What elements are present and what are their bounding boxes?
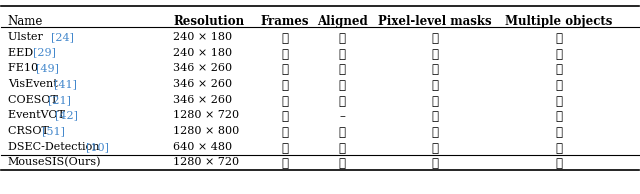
Text: 346 × 260: 346 × 260 <box>173 95 232 105</box>
Text: ✓: ✓ <box>339 95 346 108</box>
Text: ✓: ✓ <box>339 48 346 61</box>
Text: ✗: ✗ <box>339 142 346 155</box>
Text: ✓: ✓ <box>282 142 289 155</box>
Text: [24]: [24] <box>51 32 74 42</box>
Text: Frames: Frames <box>260 15 309 28</box>
Text: 346 × 260: 346 × 260 <box>173 63 232 73</box>
Text: ✓: ✓ <box>339 63 346 76</box>
Text: Resolution: Resolution <box>173 15 244 28</box>
Text: [10]: [10] <box>86 142 109 152</box>
Text: Name: Name <box>8 15 43 28</box>
Text: ✗: ✗ <box>556 48 563 61</box>
Text: EED: EED <box>8 48 36 58</box>
Text: ✗: ✗ <box>431 142 438 155</box>
Text: ✗: ✗ <box>339 126 346 139</box>
Text: CRSOT: CRSOT <box>8 126 52 136</box>
Text: ✓: ✓ <box>556 142 563 155</box>
Text: ✗: ✗ <box>431 79 438 92</box>
Text: ✗: ✗ <box>431 48 438 61</box>
Text: ✗: ✗ <box>556 32 563 45</box>
Text: [41]: [41] <box>54 79 77 89</box>
Text: –: – <box>339 110 345 123</box>
Text: ✓: ✓ <box>339 32 346 45</box>
Text: Aligned: Aligned <box>317 15 367 28</box>
Text: ✗: ✗ <box>431 110 438 123</box>
Text: Ulster: Ulster <box>8 32 46 42</box>
Text: [29]: [29] <box>33 48 56 58</box>
Text: ✗: ✗ <box>556 95 563 108</box>
Text: ✗: ✗ <box>431 95 438 108</box>
Text: ✓: ✓ <box>282 95 289 108</box>
Text: Multiple objects: Multiple objects <box>505 15 612 28</box>
Text: [42]: [42] <box>55 110 78 120</box>
Text: 1280 × 720: 1280 × 720 <box>173 157 239 167</box>
Text: ✗: ✗ <box>431 32 438 45</box>
Text: ✓: ✓ <box>431 157 438 170</box>
Text: FE10: FE10 <box>8 63 42 73</box>
Text: 1280 × 800: 1280 × 800 <box>173 126 240 136</box>
Text: ✗: ✗ <box>282 110 289 123</box>
Text: [21]: [21] <box>48 95 71 105</box>
Text: ✓: ✓ <box>282 126 289 139</box>
Text: ✓: ✓ <box>339 157 346 170</box>
Text: ✓: ✓ <box>282 63 289 76</box>
Text: 346 × 260: 346 × 260 <box>173 79 232 89</box>
Text: ✗: ✗ <box>431 126 438 139</box>
Text: ✓: ✓ <box>339 79 346 92</box>
Text: 1280 × 720: 1280 × 720 <box>173 110 239 120</box>
Text: 240 × 180: 240 × 180 <box>173 48 232 58</box>
Text: VisEvent: VisEvent <box>8 79 61 89</box>
Text: EventVOT: EventVOT <box>8 110 68 120</box>
Text: ✗: ✗ <box>431 63 438 76</box>
Text: Pixel-level masks: Pixel-level masks <box>378 15 492 28</box>
Text: MouseSIS(Ours): MouseSIS(Ours) <box>8 157 101 167</box>
Text: ✓: ✓ <box>282 48 289 61</box>
Text: ✗: ✗ <box>556 126 563 139</box>
Text: ✓: ✓ <box>282 79 289 92</box>
Text: [49]: [49] <box>36 63 59 73</box>
Text: ✗: ✗ <box>556 110 563 123</box>
Text: 240 × 180: 240 × 180 <box>173 32 232 42</box>
Text: 640 × 480: 640 × 480 <box>173 142 232 152</box>
Text: ✗: ✗ <box>556 63 563 76</box>
Text: ✓: ✓ <box>556 157 563 170</box>
Text: [51]: [51] <box>42 126 65 136</box>
Text: ✓: ✓ <box>282 32 289 45</box>
Text: ✓: ✓ <box>282 157 289 170</box>
Text: DSEC-Detection: DSEC-Detection <box>8 142 103 152</box>
Text: COESOT: COESOT <box>8 95 61 105</box>
Text: ✗: ✗ <box>556 79 563 92</box>
